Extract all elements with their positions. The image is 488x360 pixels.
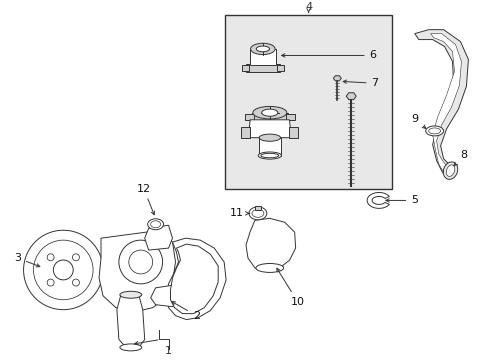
Text: 4: 4 bbox=[305, 2, 311, 12]
Polygon shape bbox=[244, 113, 253, 120]
Polygon shape bbox=[414, 30, 468, 179]
Polygon shape bbox=[285, 113, 294, 120]
Text: 7: 7 bbox=[343, 78, 378, 88]
Circle shape bbox=[47, 279, 54, 286]
Circle shape bbox=[72, 279, 79, 286]
Circle shape bbox=[23, 230, 103, 310]
Polygon shape bbox=[248, 120, 291, 138]
Polygon shape bbox=[251, 113, 287, 120]
Polygon shape bbox=[166, 238, 225, 320]
Polygon shape bbox=[150, 285, 180, 307]
Ellipse shape bbox=[255, 264, 283, 273]
Bar bbox=[224, 15, 391, 189]
Polygon shape bbox=[249, 49, 276, 65]
Ellipse shape bbox=[446, 165, 454, 176]
Text: 11: 11 bbox=[229, 208, 249, 219]
Polygon shape bbox=[245, 218, 295, 272]
Text: 1: 1 bbox=[165, 346, 172, 356]
Ellipse shape bbox=[251, 210, 264, 217]
Polygon shape bbox=[277, 65, 283, 71]
Ellipse shape bbox=[259, 134, 280, 141]
Circle shape bbox=[47, 254, 54, 261]
Ellipse shape bbox=[443, 162, 457, 179]
Polygon shape bbox=[242, 65, 248, 71]
Text: 3: 3 bbox=[14, 253, 40, 267]
Polygon shape bbox=[254, 206, 261, 210]
Text: 10: 10 bbox=[276, 268, 304, 307]
Text: 12: 12 bbox=[136, 184, 154, 215]
Ellipse shape bbox=[250, 43, 275, 55]
Text: 2: 2 bbox=[172, 302, 200, 321]
Circle shape bbox=[72, 254, 79, 261]
Text: 8: 8 bbox=[453, 150, 466, 166]
Polygon shape bbox=[245, 64, 279, 72]
Polygon shape bbox=[259, 138, 280, 156]
Text: 6: 6 bbox=[281, 50, 376, 60]
Circle shape bbox=[119, 240, 162, 284]
Circle shape bbox=[34, 240, 93, 300]
Polygon shape bbox=[289, 127, 298, 138]
Ellipse shape bbox=[428, 128, 440, 134]
Ellipse shape bbox=[147, 219, 163, 230]
Ellipse shape bbox=[150, 221, 160, 228]
Ellipse shape bbox=[256, 46, 269, 52]
Text: 5: 5 bbox=[385, 195, 417, 206]
Ellipse shape bbox=[261, 153, 278, 158]
Polygon shape bbox=[346, 93, 355, 100]
Polygon shape bbox=[99, 230, 175, 312]
Text: 9: 9 bbox=[410, 114, 425, 129]
Polygon shape bbox=[241, 127, 250, 138]
Circle shape bbox=[53, 260, 73, 280]
Polygon shape bbox=[144, 225, 172, 250]
Ellipse shape bbox=[120, 344, 142, 351]
Ellipse shape bbox=[120, 291, 142, 298]
Polygon shape bbox=[117, 295, 144, 347]
Ellipse shape bbox=[252, 107, 286, 119]
Polygon shape bbox=[366, 193, 388, 208]
Circle shape bbox=[128, 250, 152, 274]
Polygon shape bbox=[430, 33, 461, 171]
Polygon shape bbox=[170, 244, 218, 314]
Polygon shape bbox=[333, 76, 341, 81]
Ellipse shape bbox=[425, 126, 443, 136]
Ellipse shape bbox=[261, 109, 277, 116]
Ellipse shape bbox=[258, 152, 281, 159]
Ellipse shape bbox=[248, 207, 266, 220]
